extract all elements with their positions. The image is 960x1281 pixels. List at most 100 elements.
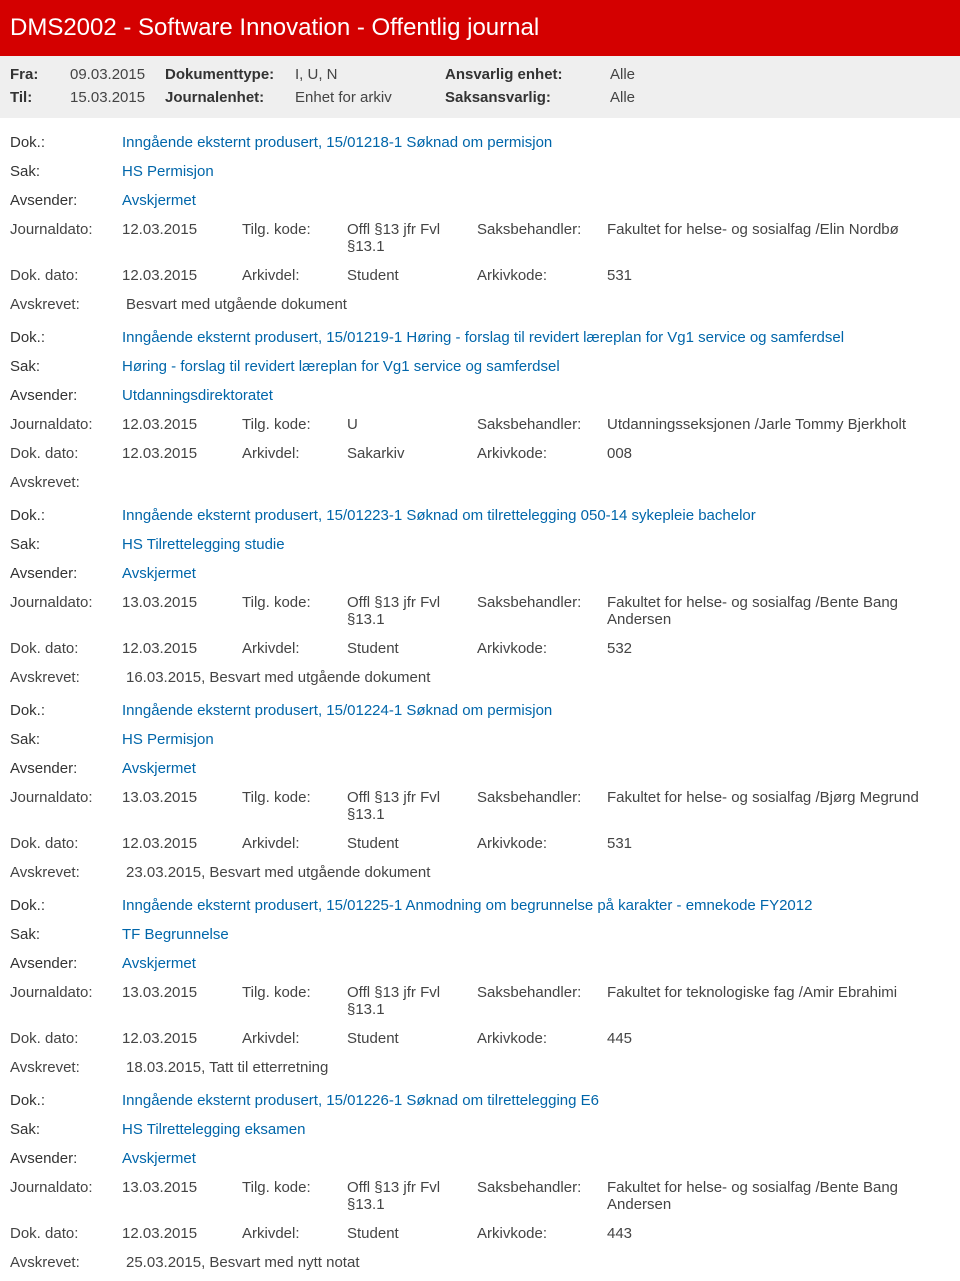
detail-row-1: Journaldato: 13.03.2015 Tilg. kode: Offl… [10,978,950,1024]
sak-value[interactable]: HS Permisjon [122,163,214,180]
arkivdel-label: Arkivdel: [242,267,347,284]
sak-value[interactable]: HS Tilrettelegging eksamen [122,1121,305,1138]
avskrevet-label: Avskrevet: [10,669,122,686]
avskrevet-label: Avskrevet: [10,1254,122,1271]
journaldato-value: 12.03.2015 [122,221,242,238]
saks-label: Saksansvarlig: [445,89,610,106]
avskrevet-line: Avskrevet: 18.03.2015, Tatt til etterret… [10,1053,950,1086]
tilgkode-label: Tilg. kode: [242,984,347,1001]
avsender-line: Avsender: Utdanningsdirektoratet [10,381,950,410]
journal-record: Dok.: Inngående eksternt produsert, 15/0… [10,696,950,891]
dokdato-label: Dok. dato: [10,1225,122,1242]
dok-line: Dok.: Inngående eksternt produsert, 15/0… [10,891,950,920]
avskrevet-value: Besvart med utgående dokument [122,296,950,313]
sak-line: Sak: HS Permisjon [10,725,950,754]
arkivdel-value: Student [347,1225,477,1242]
detail-row-1: Journaldato: 13.03.2015 Tilg. kode: Offl… [10,1173,950,1219]
arkivkode-value: 531 [607,267,950,284]
detail-row-2: Dok. dato: 12.03.2015 Arkivdel: Sakarkiv… [10,439,950,468]
arkivdel-label: Arkivdel: [242,835,347,852]
ansvarlig-value: Alle [610,66,950,83]
tilgkode-label: Tilg. kode: [242,1179,347,1196]
journal-record: Dok.: Inngående eksternt produsert, 15/0… [10,323,950,501]
arkivkode-value: 531 [607,835,950,852]
saksbehandler-value: Utdanningsseksjonen /Jarle Tommy Bjerkho… [607,416,950,433]
arkivdel-value: Student [347,835,477,852]
journaldato-label: Journaldato: [10,984,122,1001]
report-title: DMS2002 - Software Innovation - Offentli… [0,0,960,56]
journal-record: Dok.: Inngående eksternt produsert, 15/0… [10,128,950,323]
sak-value[interactable]: HS Tilrettelegging studie [122,536,285,553]
dok-value[interactable]: Inngående eksternt produsert, 15/01219-1… [122,329,844,346]
dok-value[interactable]: Inngående eksternt produsert, 15/01225-1… [122,897,812,914]
tilgkode-value: Offl §13 jfr Fvl §13.1 [347,789,477,823]
sak-label: Sak: [10,536,122,553]
sak-value[interactable]: TF Begrunnelse [122,926,229,943]
sak-line: Sak: HS Tilrettelegging eksamen [10,1115,950,1144]
arkivdel-label: Arkivdel: [242,1030,347,1047]
avskrevet-line: Avskrevet: [10,468,950,501]
avsender-line: Avsender: Avskjermet [10,559,950,588]
avsender-line: Avsender: Avskjermet [10,949,950,978]
avskrevet-label: Avskrevet: [10,474,122,491]
sak-value[interactable]: HS Permisjon [122,731,214,748]
avsender-label: Avsender: [10,760,122,777]
sak-label: Sak: [10,926,122,943]
til-value: 15.03.2015 [70,89,165,106]
doktype-label: Dokumenttype: [165,66,295,83]
avsender-value: Avskjermet [122,565,196,582]
dokdato-label: Dok. dato: [10,835,122,852]
tilgkode-label: Tilg. kode: [242,221,347,238]
arkivdel-value: Student [347,267,477,284]
arkivdel-label: Arkivdel: [242,1225,347,1242]
dok-value[interactable]: Inngående eksternt produsert, 15/01226-1… [122,1092,599,1109]
sak-label: Sak: [10,1121,122,1138]
arkivdel-label: Arkivdel: [242,640,347,657]
detail-row-2: Dok. dato: 12.03.2015 Arkivdel: Student … [10,829,950,858]
saksbehandler-label: Saksbehandler: [477,1179,607,1196]
arkivdel-value: Student [347,640,477,657]
dok-label: Dok.: [10,897,122,914]
avskrevet-value: 23.03.2015, Besvart med utgående dokumen… [122,864,950,881]
arkivkode-value: 445 [607,1030,950,1047]
ansvarlig-label: Ansvarlig enhet: [445,66,610,83]
detail-row-1: Journaldato: 13.03.2015 Tilg. kode: Offl… [10,783,950,829]
avskrevet-value: 18.03.2015, Tatt til etterretning [122,1059,950,1076]
tilgkode-value: Offl §13 jfr Fvl §13.1 [347,594,477,628]
arkivkode-label: Arkivkode: [477,267,607,284]
tilgkode-value: Offl §13 jfr Fvl §13.1 [347,984,477,1018]
avskrevet-line: Avskrevet: 16.03.2015, Besvart med utgåe… [10,663,950,696]
journaldato-value: 13.03.2015 [122,1179,242,1196]
arkivkode-label: Arkivkode: [477,1030,607,1047]
dok-line: Dok.: Inngående eksternt produsert, 15/0… [10,1086,950,1115]
arkivkode-value: 532 [607,640,950,657]
avskrevet-line: Avskrevet: 25.03.2015, Besvart med nytt … [10,1248,950,1281]
dok-value[interactable]: Inngående eksternt produsert, 15/01223-1… [122,507,756,524]
avsender-value: Avskjermet [122,1150,196,1167]
sak-value[interactable]: Høring - forslag til revidert læreplan f… [122,358,560,375]
journaldato-label: Journaldato: [10,789,122,806]
detail-row-2: Dok. dato: 12.03.2015 Arkivdel: Student … [10,261,950,290]
dok-label: Dok.: [10,1092,122,1109]
avskrevet-value [122,474,950,491]
dok-value[interactable]: Inngående eksternt produsert, 15/01224-1… [122,702,552,719]
arkivkode-label: Arkivkode: [477,1225,607,1242]
arkivkode-label: Arkivkode: [477,640,607,657]
avsender-value: Avskjermet [122,760,196,777]
doktype-value: I, U, N [295,66,445,83]
avsender-line: Avsender: Avskjermet [10,186,950,215]
journaldato-label: Journaldato: [10,416,122,433]
records-list: Dok.: Inngående eksternt produsert, 15/0… [0,118,960,1281]
journaldato-value: 13.03.2015 [122,789,242,806]
filter-row-2: Til: 15.03.2015 Journalenhet: Enhet for … [10,89,950,106]
saksbehandler-label: Saksbehandler: [477,221,607,238]
dokdato-value: 12.03.2015 [122,1225,242,1242]
fra-label: Fra: [10,66,70,83]
journalenhet-label: Journalenhet: [165,89,295,106]
journal-record: Dok.: Inngående eksternt produsert, 15/0… [10,1086,950,1281]
dokdato-value: 12.03.2015 [122,267,242,284]
tilgkode-value: Offl §13 jfr Fvl §13.1 [347,1179,477,1213]
sak-label: Sak: [10,163,122,180]
dok-value[interactable]: Inngående eksternt produsert, 15/01218-1… [122,134,552,151]
detail-row-1: Journaldato: 13.03.2015 Tilg. kode: Offl… [10,588,950,634]
